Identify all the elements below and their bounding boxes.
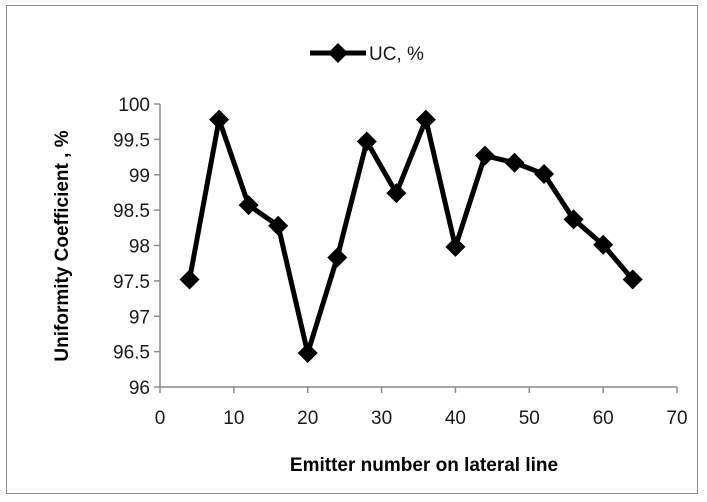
data-point-marker: [268, 215, 289, 236]
data-point-marker: [622, 269, 643, 290]
chart-frame: [6, 5, 698, 494]
legend-label: UC, %: [369, 44, 424, 65]
data-point-marker: [563, 209, 584, 230]
x-tick-label: 50: [519, 408, 540, 429]
data-point-marker: [209, 109, 230, 130]
x-tick-label: 10: [223, 408, 244, 429]
y-axis-title: Uniformity Coefficient , %: [52, 130, 73, 361]
data-point-marker: [504, 152, 525, 173]
x-tick-label: 40: [445, 408, 466, 429]
x-tick-label: 0: [155, 408, 166, 429]
legend: UC, %: [310, 43, 424, 65]
y-tick-label: 98: [129, 237, 150, 258]
data-point-marker: [297, 343, 318, 364]
y-tick-label: 99: [129, 166, 150, 187]
x-tick-label: 30: [371, 408, 392, 429]
data-point-marker: [534, 164, 555, 185]
data-point-marker: [238, 195, 259, 216]
data-point-marker: [593, 234, 614, 255]
x-tick-label: 60: [593, 408, 614, 429]
y-tick-label: 97: [129, 307, 150, 328]
legend-marker: [328, 43, 348, 63]
x-axis-title: Emitter number on lateral line: [290, 455, 558, 476]
data-point-marker: [179, 269, 200, 290]
data-point-marker: [474, 145, 495, 166]
series-group: [179, 109, 643, 364]
data-point-marker: [386, 183, 407, 204]
data-point-marker: [356, 131, 377, 152]
y-tick-label: 99.5: [113, 130, 150, 151]
data-point-marker: [415, 109, 436, 130]
axes: 96 96.5 97 97.5 98 98.5 99 99.5 100 0 10 20 30 40 50 60…: [113, 95, 688, 429]
x-tick-label: 20: [297, 408, 318, 429]
y-tick-label: 96.5: [113, 343, 150, 364]
y-tick-label: 96: [129, 378, 150, 399]
series-line: [187, 117, 635, 356]
y-tick-label: 97.5: [113, 272, 150, 293]
y-tick-label: 98.5: [113, 201, 150, 222]
x-tick-label: 70: [666, 408, 687, 429]
y-tick-label: 100: [118, 95, 150, 116]
data-point-marker: [327, 247, 348, 268]
data-point-marker: [445, 236, 466, 257]
